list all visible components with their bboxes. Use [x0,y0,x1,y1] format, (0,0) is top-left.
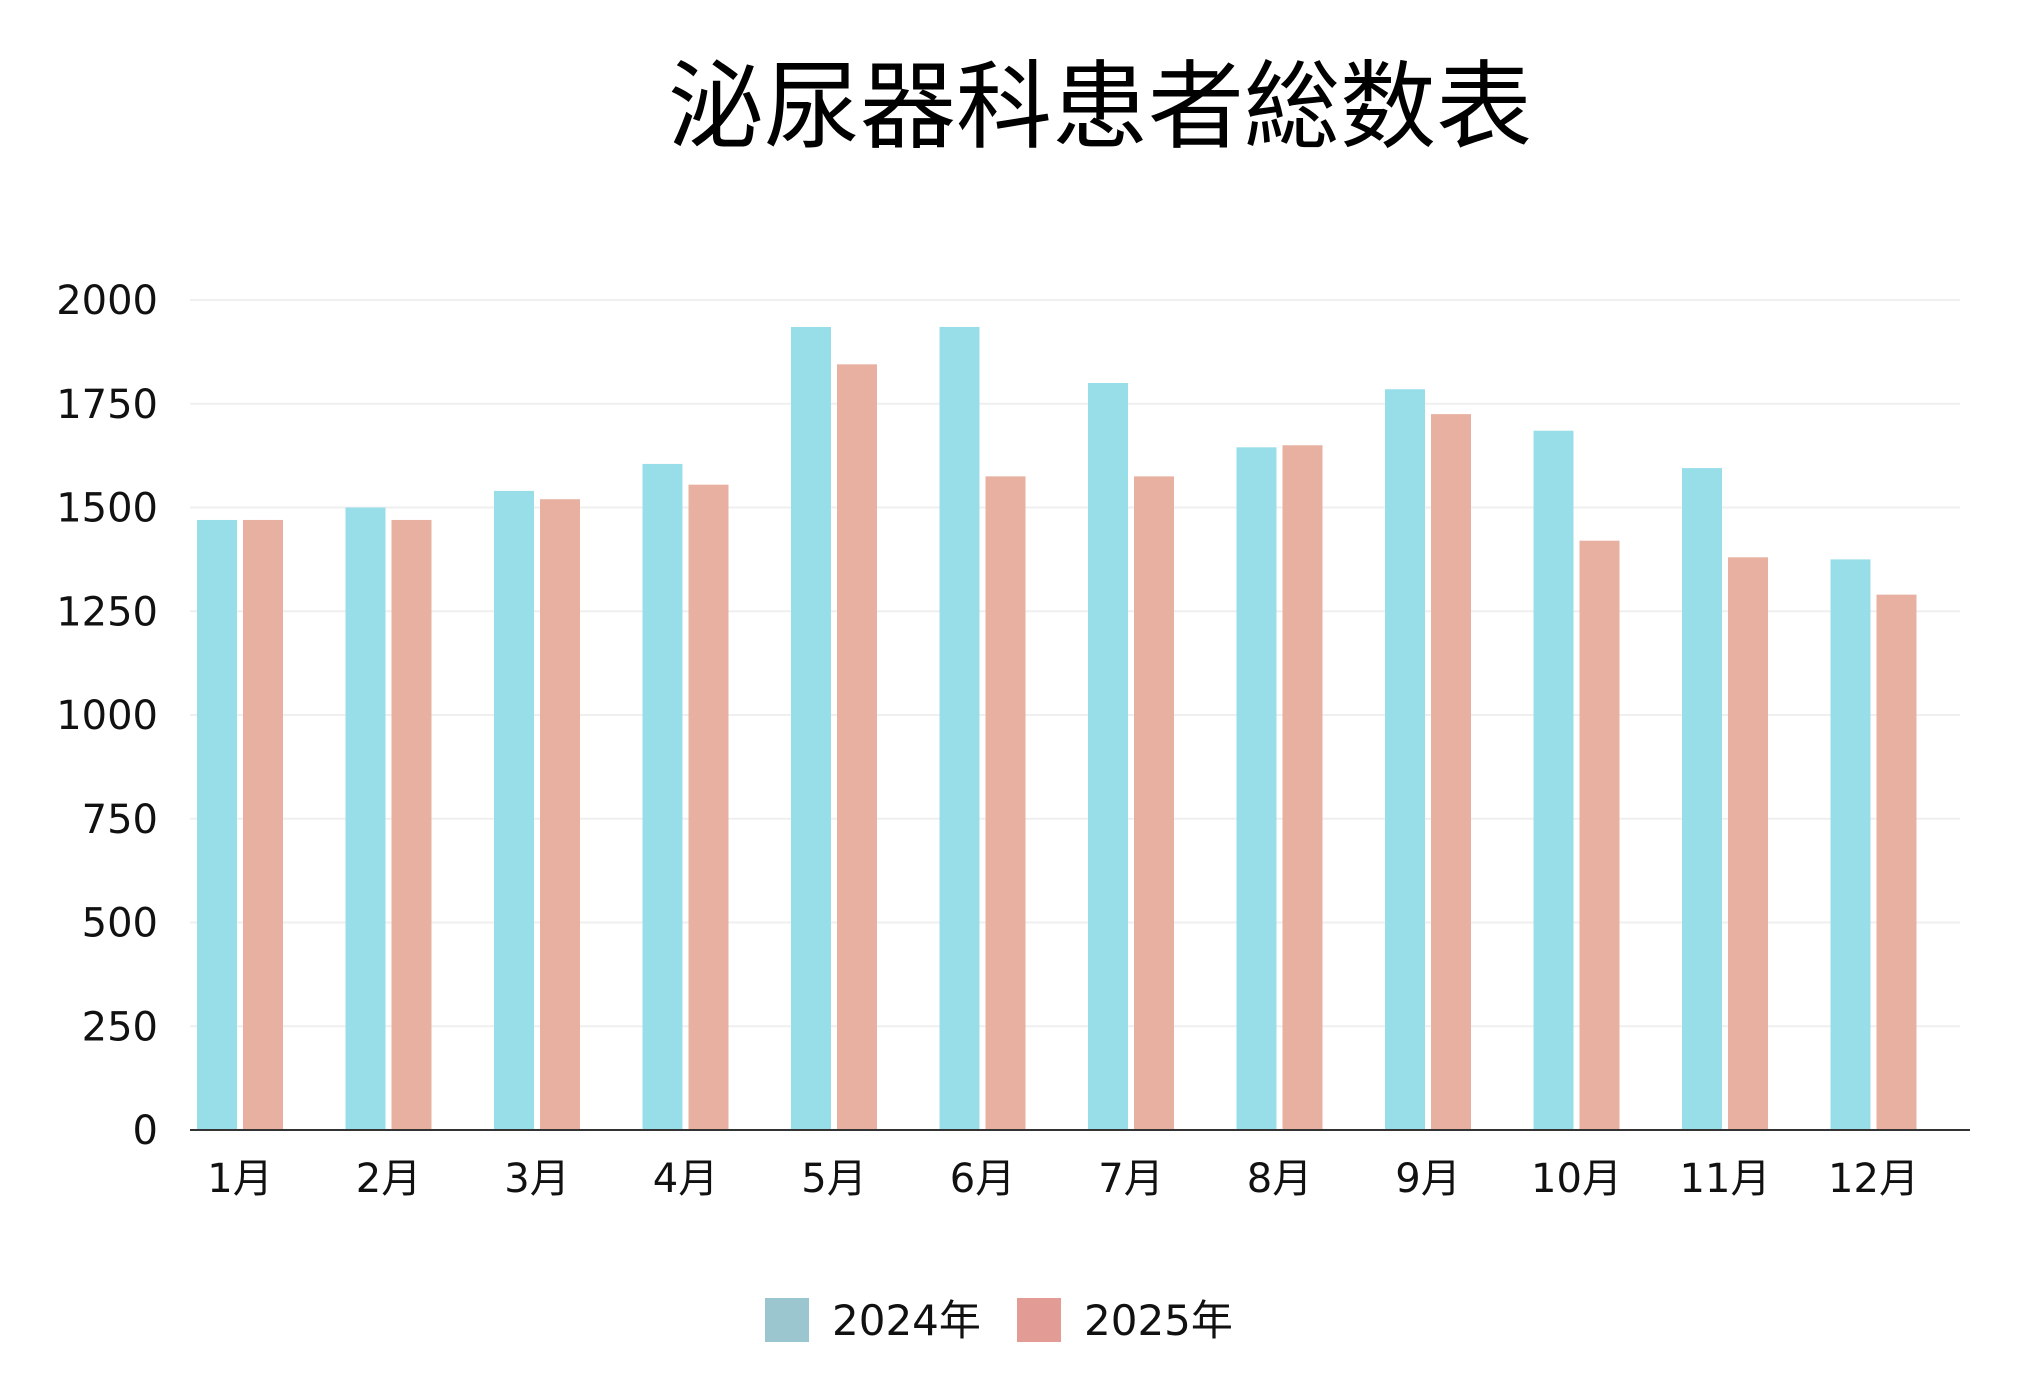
bar-s1 [494,490,534,1130]
bar-s2 [1134,476,1174,1130]
bar-s1 [1533,430,1574,1131]
legend-swatch [765,1298,809,1342]
bar-s2 [540,499,580,1130]
y-tick-label: 1750 [56,382,158,428]
x-tick-label: 2月 [356,1156,421,1202]
bar-s1 [1830,559,1871,1130]
y-tick-label: 500 [82,901,158,947]
x-tick-label: 4月 [653,1156,718,1202]
bar-s2 [1728,557,1768,1130]
x-tick-label: 5月 [801,1156,866,1202]
x-tick-label: 7月 [1098,1156,1163,1202]
y-tick-label: 2000 [56,278,158,324]
bar-s2 [688,484,729,1130]
bar-s2 [1579,540,1620,1130]
bar-s1 [345,507,386,1130]
bar-s1 [1385,389,1425,1131]
bar-s2 [391,519,432,1130]
bar-s1 [642,463,683,1130]
bar-s2 [1431,414,1471,1130]
y-tick-label: 1500 [56,486,158,532]
x-tick-label: 12月 [1828,1156,1919,1202]
x-tick-label: 9月 [1395,1156,1460,1202]
x-tick-label: 8月 [1247,1156,1312,1202]
x-tick-label: 3月 [504,1156,569,1202]
x-tick-label: 11月 [1680,1156,1771,1202]
y-tick-label: 250 [82,1004,158,1050]
bar-s2 [1282,445,1323,1130]
legend: 2024年 2025年 [765,1296,1233,1345]
y-tick-label: 1000 [56,693,158,739]
y-tick-label: 1250 [56,589,158,635]
bar-s2 [837,364,877,1130]
legend-label: 2024年 [832,1296,981,1345]
x-tick-label: 6月 [950,1156,1015,1202]
legend-label: 2025年 [1084,1296,1233,1345]
bar-s1 [1682,468,1722,1130]
bar-s1 [1088,383,1128,1130]
bar-s2 [1876,594,1917,1130]
chart-title: 泌尿器科患者総数表 [668,51,1532,163]
legend-swatch [1017,1298,1061,1342]
bar-s2 [243,519,283,1130]
x-axis: 1月 2月 3月 4月 5月 6月 7月 8月 9月 10月 11月 12月 [207,1156,1919,1202]
y-tick-label: 0 [133,1108,158,1154]
bar-s1 [791,326,831,1131]
y-tick-label: 750 [82,797,158,843]
grid [190,299,1960,1028]
x-tick-label: 10月 [1531,1156,1622,1202]
y-axis: 0 250 500 750 1000 1250 1500 1750 2000 [56,278,158,1154]
bar-s1 [197,519,237,1130]
bars [197,326,1917,1131]
bar-s2 [985,476,1026,1130]
x-tick-label: 1月 [207,1156,272,1202]
bar-s1 [939,326,980,1131]
bar-s1 [1236,447,1277,1130]
